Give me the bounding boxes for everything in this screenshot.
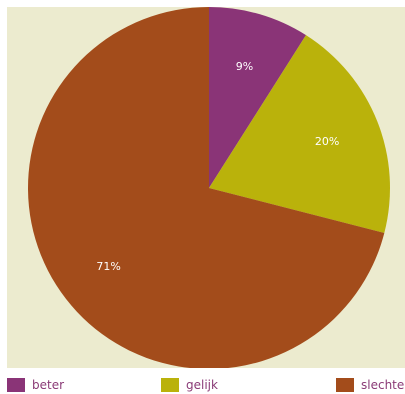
legend-swatch-gelijk bbox=[161, 377, 179, 392]
legend-label-beter: beter bbox=[32, 377, 65, 392]
pie-slice-slechter bbox=[28, 7, 385, 368]
pie-chart: 9% 20% 71% bbox=[28, 7, 390, 368]
legend-item-gelijk: gelijk bbox=[161, 375, 218, 394]
legend-swatch-slechter bbox=[336, 377, 354, 392]
legend-swatch-beter bbox=[7, 377, 25, 392]
pie-slice-gelijk bbox=[209, 35, 390, 234]
slice-label-gelijk: 20% bbox=[315, 135, 339, 148]
slice-label-beter: 9% bbox=[236, 60, 253, 73]
legend-label-slechter: slechter bbox=[361, 377, 405, 392]
legend-item-slechter: slechter bbox=[336, 375, 405, 394]
legend-item-beter: beter bbox=[7, 375, 64, 394]
legend: beter gelijk slechter bbox=[0, 375, 405, 394]
pie-slice-beter bbox=[209, 7, 306, 188]
slice-label-slechter: 71% bbox=[96, 260, 120, 273]
chart-panel: 9% 20% 71% bbox=[7, 7, 405, 368]
legend-label-gelijk: gelijk bbox=[186, 377, 218, 392]
